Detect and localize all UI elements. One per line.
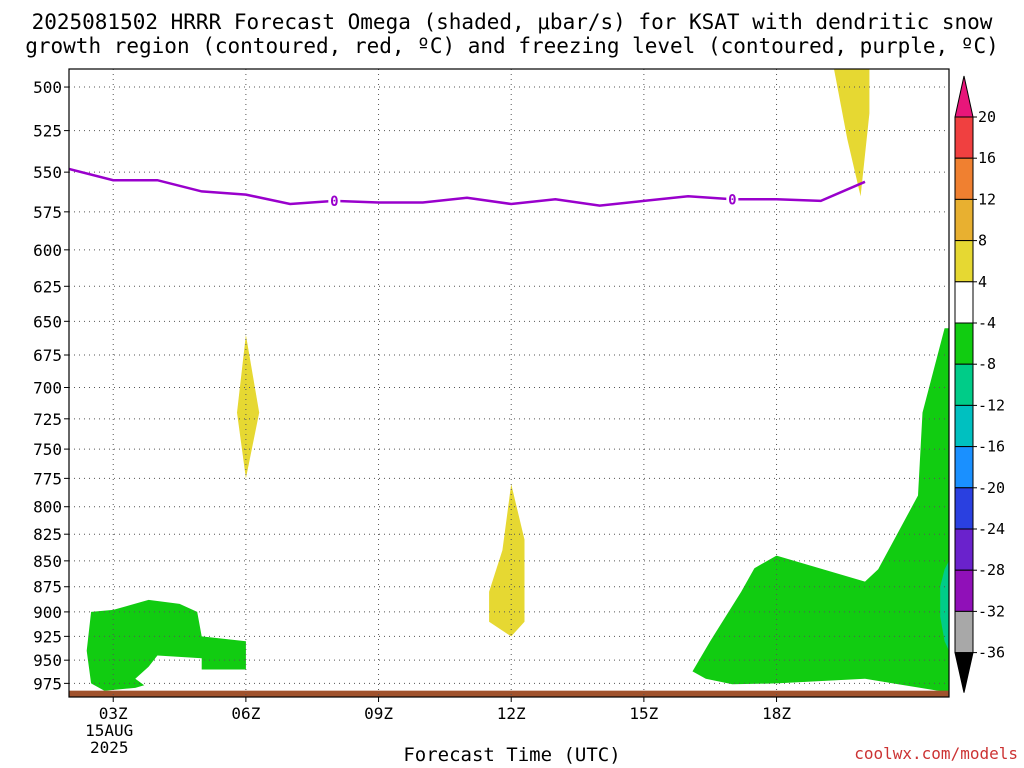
colorbar-bin: [954, 157, 974, 200]
colorbar-label: -20: [978, 479, 1005, 497]
omega-region-2: [489, 484, 525, 637]
ground-band-rect: [69, 690, 949, 697]
y-tick-label: 575: [33, 203, 62, 222]
omega-region-5: [692, 328, 949, 693]
y-tick-label: 550: [33, 163, 62, 182]
credit-text: coolwx.com/models: [854, 744, 1018, 763]
colorbar-label: 16: [978, 149, 996, 167]
colorbar-label: 4: [978, 273, 987, 291]
colorbar-label: 12: [978, 190, 996, 208]
colorbar-bin: [954, 610, 974, 654]
y-tick-label: 650: [33, 312, 62, 331]
y-tick-label: 525: [33, 122, 62, 141]
y-tick-label: 950: [33, 651, 62, 670]
y-tick-label: 800: [33, 498, 62, 517]
x-tick-label: 09Z: [364, 704, 393, 723]
x-tick-label: 15Z: [629, 704, 658, 723]
chart-title-line-2: growth region (contoured, red, ºC) and f…: [25, 34, 999, 58]
chart-title-line-1: 2025081502 HRRR Forecast Omega (shaded, …: [31, 10, 993, 34]
omega-region-4: [86, 599, 246, 691]
colorbar-bin: [954, 487, 974, 530]
colorbar-label: 8: [978, 232, 987, 250]
colorbar-top-triangle: [954, 75, 974, 118]
y-tick-label: 700: [33, 378, 62, 397]
omega-region-6: [940, 560, 949, 651]
omega-region-3: [834, 69, 870, 197]
omega-region-1: [237, 334, 260, 479]
y-tick-label: 825: [33, 525, 62, 544]
freezing-level-label: 0: [330, 194, 338, 210]
y-tick-label: 900: [33, 603, 62, 622]
colorbar-bin: [954, 116, 974, 159]
colorbar-bin: [954, 240, 974, 283]
colorbar-bin: [954, 569, 974, 612]
y-tick-label: 850: [33, 552, 62, 571]
plot-frame: [68, 68, 950, 698]
x-year-label: 2025: [90, 738, 129, 757]
y-tick-label: 500: [33, 78, 62, 97]
y-tick-label: 625: [33, 277, 62, 296]
ground-band: [69, 690, 949, 697]
y-axis: 500 525 550 575 600 625 650 675 700 725 750 775 800 8…: [33, 78, 69, 693]
freezing-label-bg: [328, 192, 341, 209]
y-tick-label: 875: [33, 578, 62, 597]
colorbar-bin: [954, 528, 974, 571]
x-tick-label: 12Z: [497, 704, 526, 723]
colorbar-bin: [954, 446, 974, 489]
y-tick-label: 775: [33, 469, 62, 488]
y-tick-label: 925: [33, 627, 62, 646]
grid-lines: [69, 69, 949, 697]
x-tick-label: 18Z: [762, 704, 791, 723]
x-axis-title: Forecast Time (UTC): [403, 744, 621, 766]
colorbar-label: 20: [978, 108, 996, 126]
colorbar-bin: [954, 322, 974, 365]
colorbar: 20 16 12 8 4 -4 -8 -12 -16 -20 -24 -28 -32 -36: [954, 75, 1005, 693]
y-tick-label: 750: [33, 440, 62, 459]
x-tick-label: 06Z: [231, 704, 260, 723]
x-date-label: 15AUG: [85, 721, 133, 740]
colorbar-bin: [954, 363, 974, 406]
colorbar-label: -28: [978, 561, 1005, 579]
colorbar-bin: [954, 198, 974, 242]
y-tick-label: 675: [33, 346, 62, 365]
colorbar-label: -12: [978, 396, 1005, 414]
colorbar-bin: [954, 404, 974, 448]
y-tick-label: 975: [33, 674, 62, 693]
y-tick-label: 725: [33, 410, 62, 429]
colorbar-label: -36: [978, 644, 1005, 662]
freezing-label-bg: [726, 191, 739, 208]
colorbar-label: -32: [978, 602, 1005, 620]
omega-shaded-regions: [86, 69, 949, 693]
colorbar-bottom-triangle: [954, 652, 974, 693]
freezing-level-line: [69, 167, 866, 207]
freezing-level-label: 0: [728, 192, 736, 208]
colorbar-label: -8: [978, 355, 996, 373]
colorbar-label: -4: [978, 314, 996, 332]
colorbar-bin: [954, 281, 974, 324]
colorbar-label: -24: [978, 520, 1005, 538]
x-tick-label: 03Z: [99, 704, 128, 723]
colorbar-label: -16: [978, 438, 1005, 456]
y-tick-label: 600: [33, 241, 62, 260]
